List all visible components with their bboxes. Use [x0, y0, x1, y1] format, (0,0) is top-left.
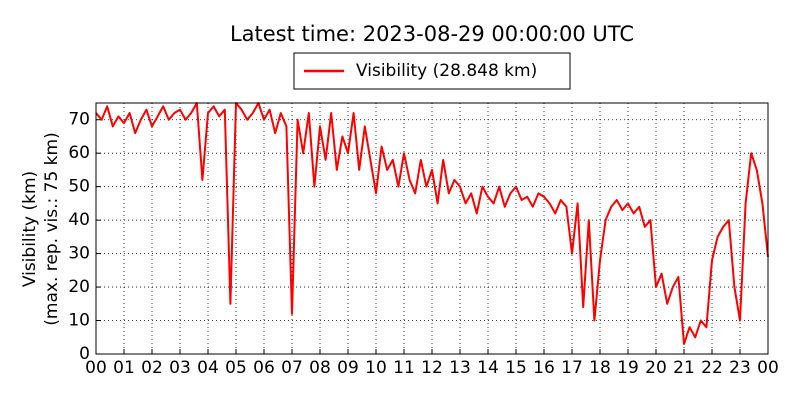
x-tick-label: 15	[505, 358, 527, 378]
x-tick-label: 04	[197, 358, 219, 378]
x-tick-label: 08	[309, 358, 331, 378]
x-tick-label: 00	[85, 358, 107, 378]
x-tick-label: 06	[253, 358, 275, 378]
y-axis-label: (max. rep. vis.: 75 km)	[42, 132, 62, 325]
y-tick-label: 10	[68, 311, 90, 331]
x-tick-label: 22	[701, 358, 723, 378]
x-tick-label: 18	[589, 358, 611, 378]
y-tick-label: 30	[68, 244, 90, 264]
y-tick-label: 40	[68, 210, 90, 230]
y-tick-label: 70	[68, 110, 90, 130]
y-axis-label: Visibility (km)	[20, 171, 40, 287]
plot-frame	[95, 102, 769, 355]
x-tick-label: 23	[729, 358, 751, 378]
x-tick-label: 21	[673, 358, 695, 378]
y-tick-label: 50	[68, 177, 90, 197]
y-tick-label: 0	[79, 344, 90, 364]
x-tick-label: 16	[533, 358, 555, 378]
x-tick-label: 01	[113, 358, 135, 378]
x-tick-label: 02	[141, 358, 163, 378]
x-tick-label: 10	[365, 358, 387, 378]
x-tick-label: 09	[337, 358, 359, 378]
x-tick-label: 11	[393, 358, 415, 378]
legend-label: Visibility (28.848 km)	[356, 61, 537, 81]
x-tick-label: 12	[421, 358, 443, 378]
x-tick-label: 13	[449, 358, 471, 378]
x-tick-label: 00	[757, 358, 779, 378]
chart-title: Latest time: 2023-08-29 00:00:00 UTC	[230, 22, 634, 46]
x-tick-label: 14	[477, 358, 499, 378]
x-tick-label: 20	[645, 358, 667, 378]
x-tick-label: 19	[617, 358, 639, 378]
x-tick-label: 17	[561, 358, 583, 378]
x-tick-label: 07	[281, 358, 303, 378]
y-tick-label: 60	[68, 143, 90, 163]
x-tick-label: 03	[169, 358, 191, 378]
y-tick-label: 20	[68, 277, 90, 297]
x-tick-label: 05	[225, 358, 247, 378]
data-line	[95, 102, 769, 345]
